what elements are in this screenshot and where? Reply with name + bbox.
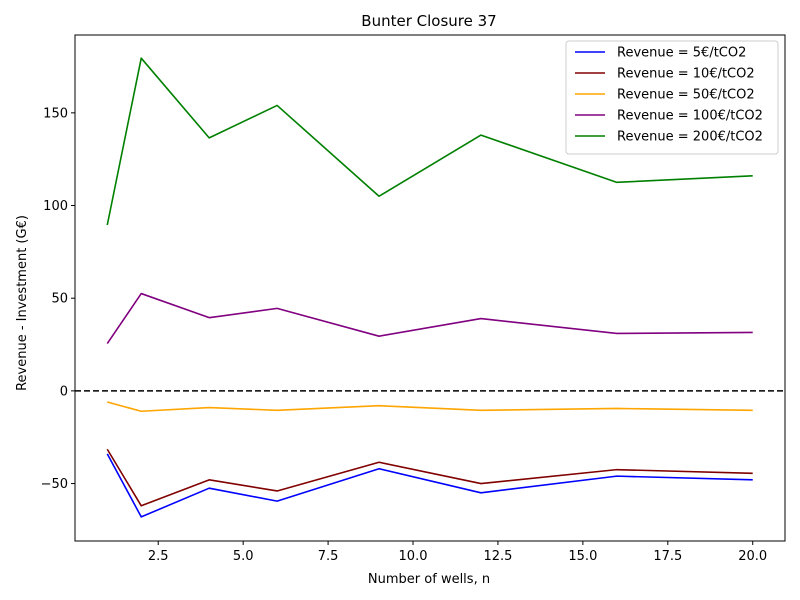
x-tick-label: 12.5: [483, 549, 512, 564]
chart-title: Bunter Closure 37: [361, 12, 496, 30]
legend-box: [565, 40, 779, 155]
y-axis-label: Revenue - Investment (G€): [15, 215, 30, 391]
x-axis-label: Number of wells, n: [368, 572, 490, 587]
series-line-3: [106, 292, 753, 345]
y-tick-label: 150: [43, 106, 68, 121]
series-line-4: [106, 57, 753, 226]
x-tick-label: 10.0: [399, 549, 428, 564]
legend-label-4: Revenue = 200€/tCO2: [617, 130, 763, 145]
legend-label-1: Revenue = 10€/tCO2: [617, 67, 755, 82]
plot-area: 2.5 5.0 7.5 10.0 12.5 15.0 17.5 20.0 −50 0 50 100 15…: [41, 34, 786, 564]
y-tick-label: 100: [43, 199, 68, 214]
legend-label-3: Revenue = 100€/tCO2: [617, 109, 763, 124]
x-tick-label: 17.5: [653, 549, 682, 564]
x-tick-label: 15.0: [568, 549, 597, 564]
legend: Revenue = 5€/tCO2 Revenue = 10€/tCO2 Reven…: [565, 40, 779, 155]
y-tick-label: 50: [51, 292, 68, 307]
x-tick-label: 7.5: [318, 549, 339, 564]
y-tick-label: 0: [60, 384, 68, 399]
legend-label-2: Revenue = 50€/tCO2: [617, 88, 755, 103]
series-line-1: [106, 448, 753, 507]
series-line-0: [106, 453, 753, 518]
axes-frame: [74, 34, 786, 542]
y-tick-label: −50: [41, 477, 68, 492]
x-tick-label: 20.0: [738, 549, 767, 564]
legend-label-0: Revenue = 5€/tCO2: [617, 46, 746, 61]
x-tick-label: 5.0: [233, 549, 254, 564]
series-line-2: [107, 401, 753, 413]
x-tick-label: 2.5: [148, 549, 169, 564]
